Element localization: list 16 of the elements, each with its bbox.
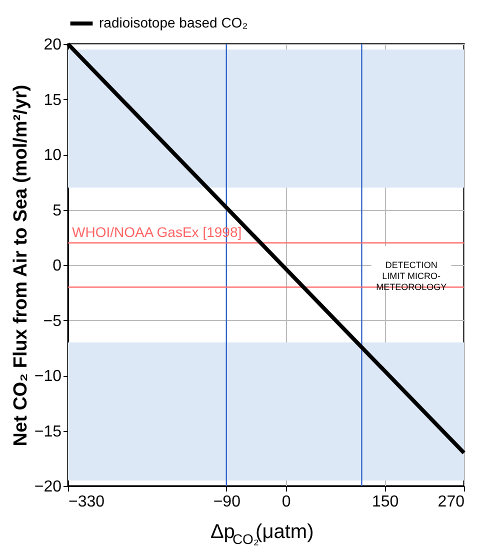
x-tick-label: 270 [438,494,465,510]
y-tick-label: −20 [34,478,62,496]
y-tick-label: −5 [43,312,62,330]
x-tick-label: 150 [372,494,399,510]
y-tick-label: 10 [44,147,62,164]
y-tick-label: −10 [34,368,62,385]
y-tick-label: −15 [34,423,62,440]
y-tick-label: 15 [44,92,62,109]
legend-label: radioisotope based CO₂ [99,14,248,30]
y-tick-label: 5 [52,202,62,220]
y-tick-label: 20 [44,36,62,54]
x-tick-label: −330 [68,494,105,510]
y-tick-label: 0 [52,258,62,274]
x-tick-label: −90 [213,494,241,510]
x-tick-label: 0 [282,494,291,510]
y-axis-title: Net CO₂ Flux from Air to Sea (mol/m²/yr) [10,84,32,446]
